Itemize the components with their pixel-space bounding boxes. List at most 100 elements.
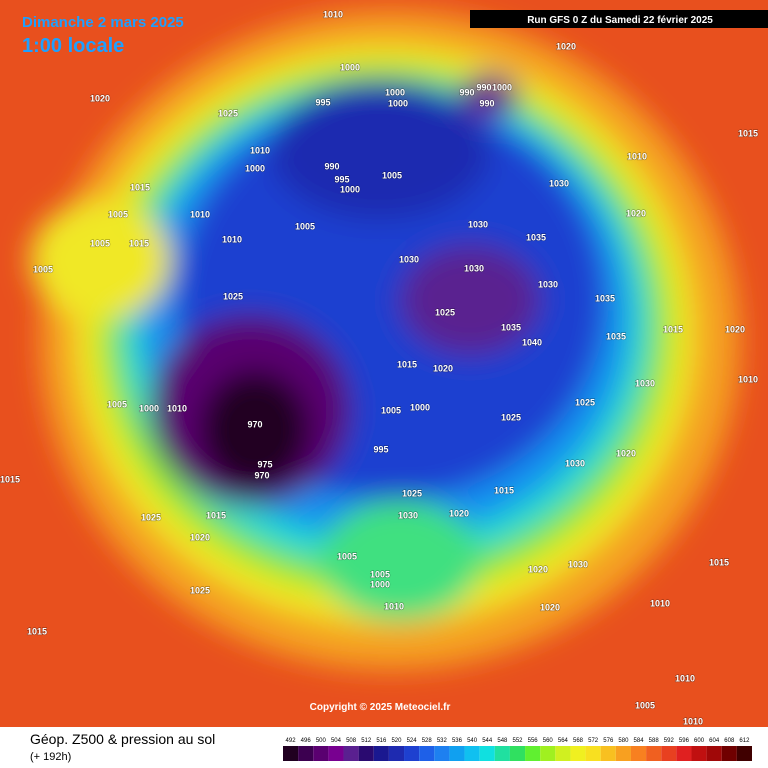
colorbar-tick-label: 544 <box>482 738 493 744</box>
colorbar-tick-label: 500 <box>316 738 327 744</box>
pressure-label: 1010 <box>675 673 695 683</box>
pressure-label: 1035 <box>606 331 626 341</box>
date: Dimanche 2 mars 2025 <box>22 14 184 31</box>
colorbar-cell <box>479 746 495 761</box>
pressure-label: 1000 <box>245 163 265 173</box>
colorbar-tick-label: 508 <box>346 738 357 744</box>
colorbar-tick-label: 516 <box>376 738 387 744</box>
colorbar-cell <box>298 746 314 761</box>
pressure-label: 1040 <box>522 337 542 347</box>
colorbar-cell <box>736 746 752 761</box>
colorbar-tick-label: 556 <box>528 738 539 744</box>
pressure-label: 1010 <box>683 716 703 726</box>
colorbar-tick-label: 580 <box>618 738 629 744</box>
pressure-label: 1030 <box>468 219 488 229</box>
colorbar-cell <box>525 746 541 761</box>
pressure-label: 1005 <box>90 238 110 248</box>
pressure-label: 1035 <box>501 322 521 332</box>
colorbar-tick-label: 512 <box>361 738 372 744</box>
pressure-label: 995 <box>315 97 330 107</box>
pressure-label: 1015 <box>709 557 729 567</box>
pressure-label: 1030 <box>635 378 655 388</box>
pressure-label: 990 <box>324 161 339 171</box>
pressure-label: 1030 <box>399 254 419 264</box>
colorbar-cell <box>373 746 389 761</box>
colorbar-tick-label: 576 <box>603 738 614 744</box>
colorbar-cell <box>646 746 662 761</box>
pressure-label: 1010 <box>384 601 404 611</box>
pressure-label: 1005 <box>33 264 53 274</box>
pressure-label: 1000 <box>139 403 159 413</box>
pressure-label: 1010 <box>167 403 187 413</box>
pressure-label: 1005 <box>382 170 402 180</box>
pressure-label: 1015 <box>397 359 417 369</box>
pressure-label: 1020 <box>616 448 636 458</box>
colorbar-tick-label: 560 <box>543 738 554 744</box>
colorbar-cell <box>615 746 631 761</box>
colorbar-tick-label: 584 <box>634 738 645 744</box>
colorbar-cell <box>358 746 374 761</box>
pressure-label: 995 <box>334 174 349 184</box>
pressure-label: 1005 <box>108 209 128 219</box>
colorbar-tick-label: 592 <box>664 738 675 744</box>
pressure-label: 1025 <box>402 488 422 498</box>
colorbar-cell <box>721 746 737 761</box>
colorbar-tick-label: 532 <box>437 738 448 744</box>
colorbar-tick-label: 548 <box>497 738 508 744</box>
pressure-label: 1020 <box>449 508 469 518</box>
pressure-label: 1010 <box>323 9 343 19</box>
pressure-label: 1015 <box>494 485 514 495</box>
pressure-label: 1015 <box>129 238 149 248</box>
footer-title: Géop. Z500 & pression au sol <box>30 731 215 747</box>
pressure-label: 1035 <box>595 293 615 303</box>
colorbar-tick-label: 564 <box>558 738 569 744</box>
colorbar-cell <box>343 746 359 761</box>
pressure-label: 1005 <box>337 551 357 561</box>
colorbar-cell <box>283 746 299 761</box>
pressure-label: 1000 <box>410 402 430 412</box>
colorbar-cell <box>419 746 435 761</box>
pressure-label: 1020 <box>528 564 548 574</box>
pressure-label: 1000 <box>340 184 360 194</box>
colorbar-tick-label: 504 <box>331 738 342 744</box>
pressure-label: 1000 <box>385 87 405 97</box>
colorbar-tick-label: 520 <box>391 738 402 744</box>
pressure-label: 1010 <box>250 145 270 155</box>
colorbar-tick-label: 496 <box>301 738 312 744</box>
pressure-label: 1015 <box>130 182 150 192</box>
colorbar-cell <box>555 746 571 761</box>
pressure-label: 990 <box>459 87 474 97</box>
colorbar-cell <box>404 746 420 761</box>
time: 1:00 locale <box>22 35 124 57</box>
pressure-label: 1025 <box>223 291 243 301</box>
colorbar-tick-label: 492 <box>286 738 297 744</box>
colorbar-cell <box>706 746 722 761</box>
pressure-label: 1005 <box>107 399 127 409</box>
pressure-label: 1020 <box>190 532 210 542</box>
pressure-label: 1020 <box>90 93 110 103</box>
pressure-label: 1025 <box>190 585 210 595</box>
colorbar-tick-label: 600 <box>694 738 705 744</box>
colorbar-cell <box>661 746 677 761</box>
colorbar-cell <box>676 746 692 761</box>
colorbar-tick-label: 552 <box>512 738 523 744</box>
pressure-label: 1020 <box>433 363 453 373</box>
pressure-label: 1030 <box>464 263 484 273</box>
pressure-label: 1005 <box>635 700 655 710</box>
pressure-label: 1035 <box>526 232 546 242</box>
pressure-label: 1025 <box>435 307 455 317</box>
colorbar-cell <box>494 746 510 761</box>
colorbar-cell <box>630 746 647 761</box>
run-box <box>470 10 768 28</box>
colorbar-tick-label: 536 <box>452 738 463 744</box>
colorbar-cell <box>313 746 329 761</box>
colorbar-tick-label: 528 <box>422 738 433 744</box>
pressure-label: 1010 <box>627 151 647 161</box>
pressure-label: 1000 <box>388 98 408 108</box>
pressure-label: 1030 <box>398 510 418 520</box>
colorbar-tick-label: 588 <box>649 738 660 744</box>
colorbar-tick-label: 540 <box>467 738 478 744</box>
colorbar-tick-label: 608 <box>724 738 735 744</box>
pressure-label: 1000 <box>340 62 360 72</box>
copyright: Copyright © 2025 Meteociel.fr <box>310 702 451 713</box>
